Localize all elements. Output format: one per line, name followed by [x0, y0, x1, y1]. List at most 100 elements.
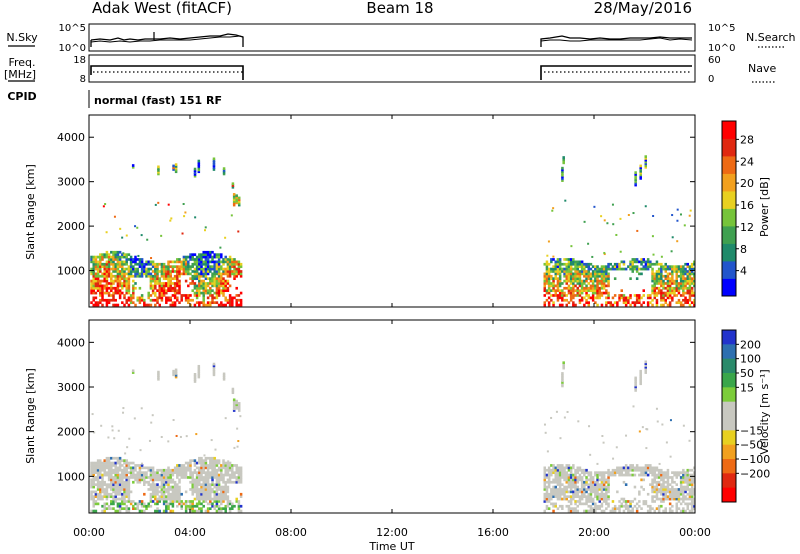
scatter-cell — [171, 267, 175, 271]
scatter-cell — [552, 492, 555, 496]
scatter-cell — [222, 485, 225, 489]
scatter-cell — [558, 294, 562, 297]
scatter-cell — [134, 272, 137, 276]
scatter-cell — [129, 461, 133, 465]
scatter-cell — [558, 471, 562, 475]
scatter-cell — [551, 209, 554, 212]
scatter-cell — [191, 298, 194, 302]
scatter-cell — [655, 473, 659, 477]
scatter-cell — [574, 495, 577, 499]
scatter-cell — [169, 471, 172, 475]
time-tick-label: 20:00 — [578, 526, 610, 539]
scatter-cell — [116, 262, 120, 266]
scatter-cell — [543, 500, 546, 503]
scatter-cell — [107, 291, 111, 295]
scatter-cell — [231, 502, 234, 506]
scatter-cell — [631, 270, 634, 273]
scatter-cell — [211, 459, 214, 463]
scatter-cell — [684, 262, 687, 266]
scatter-cell — [149, 303, 153, 307]
scatter-cell — [114, 500, 117, 503]
scatter-cell — [92, 265, 95, 269]
scatter-cell — [618, 296, 621, 300]
scatter-cell — [151, 488, 155, 491]
scatter-cell — [154, 270, 157, 273]
scatter-cell — [213, 485, 216, 489]
scatter-cell — [686, 301, 689, 305]
scatter-cell — [118, 476, 122, 479]
scatter-cell — [127, 298, 131, 302]
scatter-cell — [156, 490, 159, 494]
scatter-cell — [563, 416, 566, 419]
scatter-cell — [237, 402, 241, 405]
colorbar-swatch — [722, 373, 736, 388]
scatter-cell — [666, 279, 670, 283]
scatter-cell — [662, 495, 665, 499]
scatter-cell — [195, 286, 199, 290]
scatter-cell — [237, 265, 241, 269]
scatter-cell — [123, 500, 126, 503]
scatter-cell — [154, 279, 157, 283]
scatter-cell — [690, 270, 694, 273]
scatter-cell — [202, 504, 205, 508]
scatter-cell — [635, 267, 639, 271]
scatter-cell — [157, 169, 160, 172]
scatter-cell — [684, 495, 687, 499]
scatter-cell — [178, 291, 181, 295]
scatter-cell — [132, 284, 135, 288]
scatter-cell — [202, 262, 205, 266]
scatter-cell — [603, 251, 606, 254]
scatter-cell — [222, 260, 225, 264]
scatter-cell — [556, 277, 560, 281]
scatter-cell — [671, 291, 674, 295]
scatter-cell — [143, 301, 146, 305]
scatter-cell — [151, 274, 155, 278]
scatter-cell — [167, 483, 170, 487]
scatter-cell — [193, 380, 197, 383]
range-tick-label: 4000 — [57, 131, 85, 144]
scatter-cell — [193, 303, 197, 307]
scatter-cell — [668, 267, 672, 271]
scatter-cell — [235, 267, 238, 271]
scatter-cell — [660, 265, 663, 269]
scatter-cell — [156, 492, 159, 496]
scatter-cell — [204, 473, 208, 477]
scatter-cell — [605, 279, 608, 283]
scatter-cell — [569, 277, 573, 281]
scatter-cell — [686, 471, 689, 475]
scatter-cell — [180, 262, 183, 266]
scatter-cell — [237, 262, 241, 266]
scatter-cell — [676, 240, 679, 243]
scatter-cell — [233, 473, 236, 477]
scatter-cell — [620, 473, 623, 477]
scatter-cell — [670, 250, 673, 253]
scatter-cell — [92, 483, 95, 487]
scatter-cell — [213, 272, 216, 276]
scatter-cell — [203, 454, 206, 457]
scatter-cell — [545, 476, 549, 479]
scatter-cell — [664, 277, 667, 281]
scatter-cell — [191, 265, 194, 269]
scatter-cell — [173, 483, 177, 487]
scatter-cell — [226, 279, 230, 283]
scatter-cell — [237, 260, 241, 264]
scatter-cell — [140, 272, 144, 276]
scatter-cell — [151, 490, 155, 494]
scatter-cell — [103, 298, 106, 302]
scatter-cell — [125, 277, 128, 281]
scatter-cell — [94, 258, 98, 261]
scatter-cell — [149, 504, 153, 508]
scatter-cell — [167, 488, 170, 491]
scatter-cell — [176, 497, 179, 501]
scatter-cell — [149, 286, 153, 290]
scatter-cell — [591, 483, 595, 487]
scatter-cell — [184, 468, 188, 472]
scatter-cell — [136, 267, 139, 271]
scatter-cell — [110, 507, 113, 511]
scatter-cell — [607, 282, 610, 285]
scatter-cell — [600, 284, 604, 288]
scatter-cell — [622, 497, 626, 501]
scatter-cell — [116, 468, 120, 472]
scatter-cell — [116, 286, 120, 290]
scatter-cell — [577, 420, 580, 423]
